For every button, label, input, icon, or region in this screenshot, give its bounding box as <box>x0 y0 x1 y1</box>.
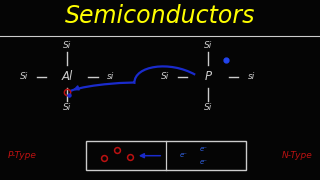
Bar <box>86 141 246 170</box>
Text: Si: Si <box>204 40 212 50</box>
Text: Si: Si <box>204 103 212 112</box>
Text: si: si <box>248 72 255 81</box>
Text: Si: Si <box>63 40 71 50</box>
Text: si: si <box>107 72 114 81</box>
Text: Si: Si <box>20 72 28 81</box>
Text: Si: Si <box>161 72 169 81</box>
Text: e⁻: e⁻ <box>199 159 207 165</box>
Text: Al: Al <box>61 70 73 83</box>
Text: e⁻: e⁻ <box>180 152 188 158</box>
Text: Si: Si <box>63 103 71 112</box>
Text: N-Type: N-Type <box>281 151 312 160</box>
Text: P: P <box>204 70 212 83</box>
Text: P-Type: P-Type <box>8 151 37 160</box>
Text: e⁻: e⁻ <box>199 146 207 152</box>
Text: Semiconductors: Semiconductors <box>65 4 255 28</box>
